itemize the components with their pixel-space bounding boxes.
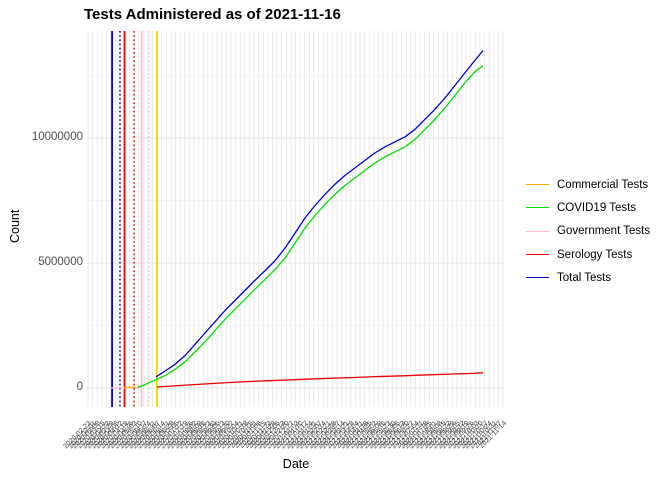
legend-key-icon xyxy=(526,277,549,279)
legend-item: Commercial Tests xyxy=(526,173,650,196)
y-axis-label: Count xyxy=(8,209,22,243)
legend-item-label: Total Tests xyxy=(557,271,612,284)
series-line-covid19-tests xyxy=(136,64,484,389)
y-tick-label: 5000000 xyxy=(38,256,83,268)
legend-item: Total Tests xyxy=(526,266,650,289)
legend-item: Serology Tests xyxy=(526,243,650,266)
legend-key-icon xyxy=(526,254,549,256)
chart-title: Tests Administered as of 2021-11-16 xyxy=(84,6,341,23)
legend-key-icon xyxy=(526,230,549,232)
y-tick-label: 10000000 xyxy=(31,131,83,143)
legend: Commercial Tests COVID19 Tests Government … xyxy=(526,173,650,289)
legend-item-label: COVID19 Tests xyxy=(557,201,637,214)
legend-item: Government Tests xyxy=(526,220,650,243)
series-line-serology-tests xyxy=(156,372,484,388)
legend-item-label: Commercial Tests xyxy=(557,178,649,191)
x-axis-label: Date xyxy=(282,457,310,471)
legend-item-label: Government Tests xyxy=(557,225,651,238)
legend-item-label: Serology Tests xyxy=(557,248,633,261)
series-line-total-tests xyxy=(155,50,484,378)
legend-key-icon xyxy=(526,207,549,209)
legend-item: COVID19 Tests xyxy=(526,196,650,219)
y-tick-label: 0 xyxy=(76,381,83,393)
legend-key-icon xyxy=(526,184,549,186)
